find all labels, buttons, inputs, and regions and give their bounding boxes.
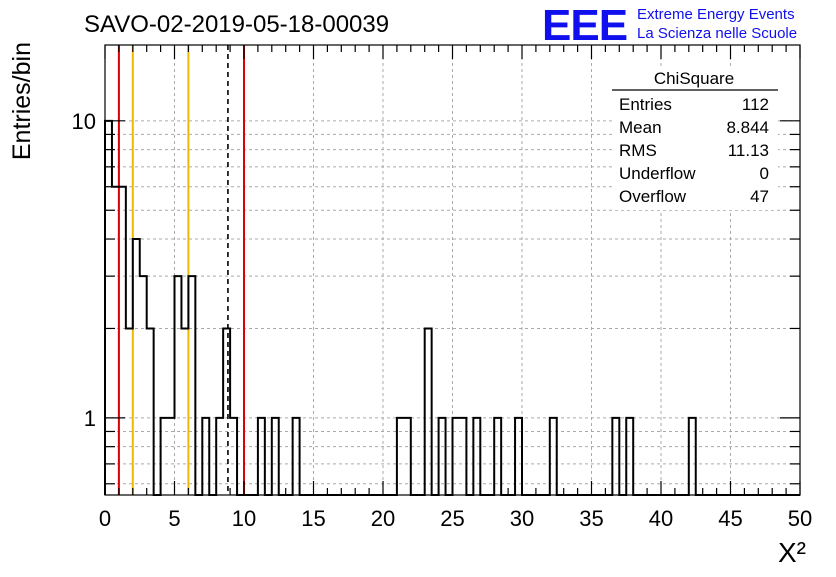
x-tick-label: 45 — [718, 506, 742, 531]
histogram-bar — [105, 121, 112, 495]
y-axis: 1 10 — [72, 109, 800, 485]
y-tick-label: 1 — [84, 406, 96, 431]
histogram-bar — [140, 276, 147, 495]
x-tick-label: 10 — [232, 506, 256, 531]
stats-row-label: RMS — [619, 141, 657, 160]
logo-line2: La Scienza nelle Scuole — [637, 25, 797, 42]
stats-row-value: 47 — [750, 187, 769, 206]
histogram-bar — [188, 276, 195, 495]
histogram-bar — [181, 328, 188, 495]
stats-row-label: Entries — [619, 95, 672, 114]
stats-row-value: 11.13 — [728, 141, 769, 160]
logo-mark: EEE — [542, 1, 627, 50]
stats-title: ChiSquare — [654, 69, 734, 88]
histogram-bar — [175, 276, 182, 495]
x-tick-label: 5 — [168, 506, 180, 531]
x-tick-label: 35 — [579, 506, 603, 531]
x-tick-label: 15 — [301, 506, 325, 531]
histogram-bar — [147, 328, 154, 495]
x-axis-label: X² — [778, 537, 806, 568]
stats-row-label: Underflow — [619, 164, 696, 183]
x-tick-label: 50 — [788, 506, 812, 531]
reference-lines — [117, 45, 245, 495]
histogram-bar — [133, 239, 140, 495]
histogram-bar — [223, 328, 230, 495]
stats-row-value: 0 — [760, 164, 769, 183]
y-tick-label: 10 — [72, 109, 96, 134]
y-axis-label: Entries/bin — [8, 42, 36, 160]
logo-line1: Extreme Energy Events — [637, 6, 795, 23]
histogram-bar — [112, 187, 119, 495]
x-tick-label: 30 — [510, 506, 534, 531]
grid-lines — [105, 45, 800, 495]
histogram-bar — [126, 328, 133, 495]
histogram-bar — [119, 187, 126, 495]
x-tick-label: 25 — [440, 506, 464, 531]
stats-row-value: 112 — [742, 95, 769, 114]
stats-row-label: Mean — [619, 118, 662, 137]
x-tick-label: 20 — [371, 506, 395, 531]
histogram-bar — [425, 328, 432, 495]
x-tick-label: 0 — [99, 506, 111, 531]
stats-box: ChiSquare Entries 112 Mean 8.844 RMS 11.13 Und… — [612, 66, 778, 210]
stats-row-label: Overflow — [619, 187, 687, 206]
x-axis: 0 5 10 15 20 25 30 35 40 45 50 — [99, 45, 812, 531]
chart-title: SAVO-02-2019-05-18-00039 — [84, 11, 389, 38]
x-tick-label: 40 — [649, 506, 673, 531]
stats-row-value: 8.844 — [726, 118, 769, 137]
